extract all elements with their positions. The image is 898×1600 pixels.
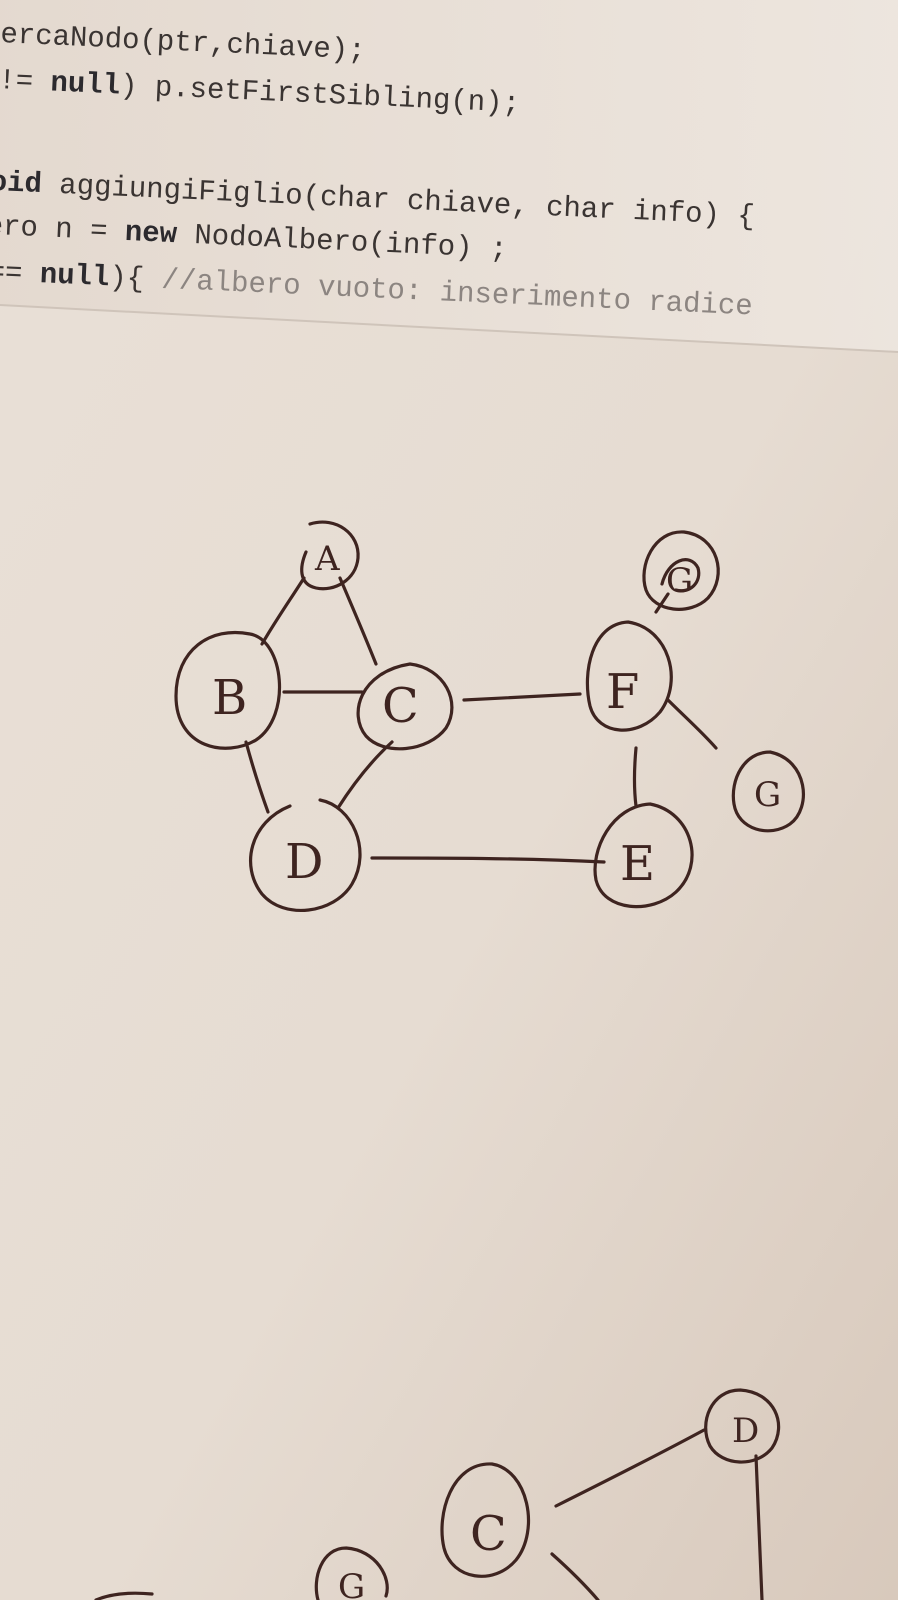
edge-F-G <box>666 698 718 750</box>
edge-A-C <box>338 576 378 666</box>
node-g: G <box>731 750 805 833</box>
svg-text:C: C <box>470 1506 507 1562</box>
svg-text:D: D <box>285 834 323 890</box>
node-f: F <box>585 620 673 732</box>
node-d: D <box>248 798 362 912</box>
edge-A-B <box>260 576 306 646</box>
node-c: C <box>356 662 454 751</box>
svg-text:E: E <box>620 836 655 892</box>
printed-code-strip: ercaNodo(ptr,chiave); != null) p.setFirs… <box>0 0 898 353</box>
svg-text:A: A <box>314 539 340 579</box>
bottom-sketch: D C G <box>94 1388 781 1600</box>
edge-F-E <box>632 746 638 808</box>
edge-C-F <box>462 692 582 702</box>
node-e: E <box>593 802 694 909</box>
edge-D-E <box>370 856 606 864</box>
node-g-top: G <box>642 530 720 611</box>
node-b: B <box>174 631 282 750</box>
node-a: A <box>300 520 360 591</box>
edge-F-Gtop <box>654 592 670 614</box>
bottom-node-right: D <box>704 1388 781 1464</box>
edge-B-D <box>244 740 270 814</box>
edge-bottom-middle-right <box>554 1428 706 1508</box>
svg-text:D: D <box>732 1411 759 1451</box>
edge-bottom-middle-down <box>550 1552 600 1600</box>
svg-text:G: G <box>754 775 781 815</box>
bottom-node-left: G <box>314 1546 389 1600</box>
hand-drawn-graph: A B C D E F G <box>174 520 805 912</box>
svg-text:B: B <box>212 670 247 726</box>
svg-text:C: C <box>382 678 419 734</box>
bottom-left-arc <box>94 1591 154 1600</box>
svg-text:F: F <box>606 664 639 720</box>
svg-text:G: G <box>666 561 693 601</box>
svg-text:G: G <box>338 1567 365 1600</box>
edge-bottom-right-down <box>754 1454 764 1600</box>
bottom-node-middle: C <box>440 1462 531 1578</box>
